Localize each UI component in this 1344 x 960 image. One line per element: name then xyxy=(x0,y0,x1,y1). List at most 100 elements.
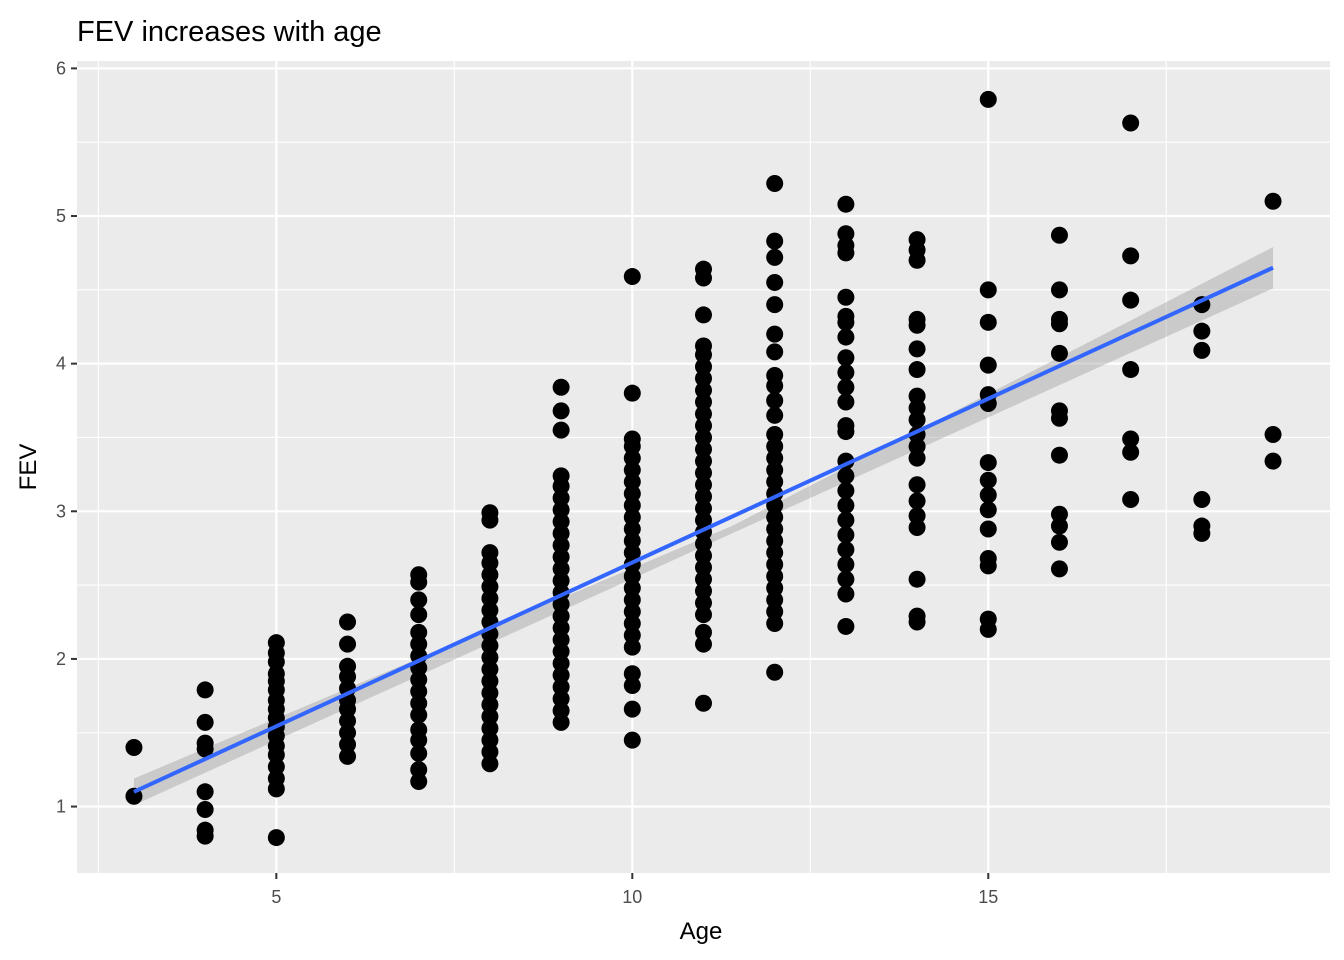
data-point xyxy=(481,672,499,690)
data-point xyxy=(481,589,499,607)
data-point xyxy=(766,426,784,444)
data-point xyxy=(623,461,641,479)
y-axis-title: FEV xyxy=(15,444,42,491)
data-point xyxy=(623,430,641,448)
data-point xyxy=(837,393,855,411)
data-point xyxy=(837,195,855,213)
data-point xyxy=(766,449,784,467)
data-point xyxy=(837,378,855,396)
data-point xyxy=(481,696,499,714)
data-point xyxy=(979,454,997,472)
data-point xyxy=(552,619,570,637)
data-point xyxy=(481,601,499,619)
data-point xyxy=(481,708,499,726)
data-point xyxy=(623,485,641,503)
data-point xyxy=(695,476,712,494)
data-point xyxy=(623,603,641,621)
x-tick-label: 15 xyxy=(978,887,998,907)
data-point xyxy=(908,411,926,429)
data-point xyxy=(552,713,570,731)
data-point xyxy=(837,328,855,346)
data-point xyxy=(481,544,499,562)
data-point xyxy=(837,225,855,243)
data-point xyxy=(837,555,855,573)
data-point xyxy=(552,467,570,485)
data-point xyxy=(481,731,499,749)
data-point xyxy=(410,761,428,779)
data-point xyxy=(623,508,641,526)
x-tick-label: 5 xyxy=(271,887,281,907)
data-point xyxy=(695,260,712,278)
data-point xyxy=(623,567,641,585)
y-tick-label: 4 xyxy=(56,354,66,374)
data-point xyxy=(1264,192,1282,210)
data-point xyxy=(1122,114,1140,132)
data-point xyxy=(623,677,641,695)
data-point xyxy=(695,594,712,612)
data-point xyxy=(1264,426,1282,444)
data-point xyxy=(979,550,997,568)
data-point xyxy=(766,663,784,681)
data-point xyxy=(695,337,712,355)
data-point xyxy=(837,482,855,500)
data-point xyxy=(481,684,499,702)
data-point xyxy=(695,535,712,553)
data-point xyxy=(766,461,784,479)
data-point xyxy=(766,555,784,573)
data-point xyxy=(481,660,499,678)
data-point xyxy=(267,829,285,847)
data-point xyxy=(837,585,855,603)
data-point xyxy=(1122,291,1140,309)
data-point xyxy=(623,532,641,550)
data-point xyxy=(695,694,712,712)
data-point xyxy=(1193,490,1211,508)
data-point xyxy=(695,488,712,506)
data-point xyxy=(1050,505,1068,523)
data-point xyxy=(623,449,641,467)
data-point xyxy=(623,665,641,683)
data-point xyxy=(695,417,712,435)
data-point xyxy=(339,747,357,765)
data-point xyxy=(552,654,570,672)
data-point xyxy=(695,440,712,458)
data-point xyxy=(1050,226,1068,244)
data-point xyxy=(766,273,784,291)
data-point xyxy=(1050,344,1068,362)
data-point xyxy=(837,467,855,485)
data-point xyxy=(766,579,784,597)
data-point xyxy=(410,682,428,700)
data-point xyxy=(766,520,784,538)
data-point xyxy=(979,356,997,374)
data-point xyxy=(267,758,285,776)
data-point xyxy=(979,471,997,489)
data-point xyxy=(552,678,570,696)
data-point xyxy=(695,405,712,423)
data-point xyxy=(766,614,784,632)
data-point xyxy=(908,231,926,249)
data-point xyxy=(481,637,499,655)
data-point xyxy=(623,520,641,538)
data-point xyxy=(837,511,855,529)
data-point xyxy=(623,731,641,749)
data-point xyxy=(766,473,784,491)
data-point xyxy=(766,508,784,526)
data-point xyxy=(552,402,570,420)
data-point xyxy=(552,631,570,649)
data-point xyxy=(552,378,570,396)
data-point xyxy=(766,591,784,609)
data-point xyxy=(837,526,855,544)
data-point xyxy=(339,635,357,653)
data-point xyxy=(481,566,499,584)
data-point xyxy=(695,582,712,600)
data-point xyxy=(979,90,997,108)
data-point xyxy=(196,821,214,839)
data-point xyxy=(766,532,784,550)
data-point xyxy=(552,572,570,590)
data-point xyxy=(766,343,784,361)
data-point xyxy=(908,340,926,358)
data-point xyxy=(908,437,926,455)
x-axis-ticks: 5 10 15 xyxy=(271,873,998,907)
data-point xyxy=(481,504,499,522)
data-point xyxy=(267,634,285,652)
